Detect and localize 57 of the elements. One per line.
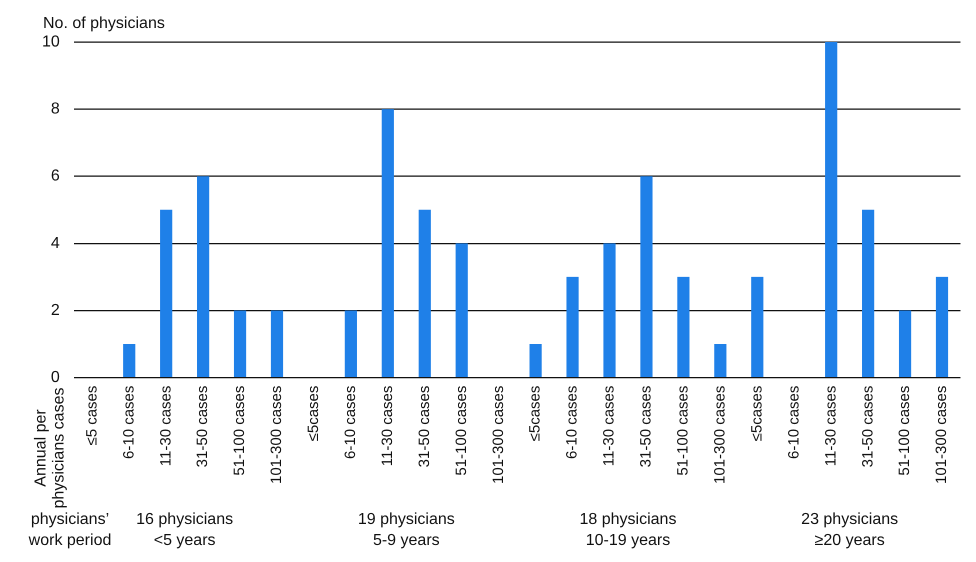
bar <box>197 176 210 377</box>
bar <box>603 243 616 377</box>
x-tick-label: 6-10 cases <box>120 386 138 459</box>
x-tick-label: 101-300 cases <box>933 386 950 484</box>
bar <box>825 42 838 377</box>
y-tick-label: 6 <box>50 168 60 185</box>
text: 18 physicians 10-19 years <box>579 511 676 549</box>
x-tick-label: 101-300 cases <box>490 386 507 484</box>
x-tick-label: 51-100 cases <box>231 386 248 476</box>
x-tick-label: 101-300 cases <box>268 386 286 484</box>
x-tick-label: 6-10 cases <box>342 386 360 459</box>
bar <box>234 310 246 377</box>
y-tick-label: 4 <box>50 234 60 252</box>
x-tick-label: 51-100 cases <box>896 386 914 476</box>
bar <box>566 276 579 377</box>
bar <box>751 276 764 377</box>
x-tick-label: 11-30 cases <box>378 386 396 466</box>
x-tick-label: 51-100 cases <box>452 386 470 476</box>
bar <box>270 310 284 377</box>
bar <box>862 210 874 377</box>
x-tick-label: 51-100 cases <box>674 386 692 476</box>
x-tick-label: ≤5cases <box>305 386 322 442</box>
text: 16 physicians <5 years <box>136 511 234 549</box>
text: 23 physicians ≥20 years <box>801 511 898 549</box>
bar <box>344 310 357 377</box>
x-tick-label: ≤5cases <box>748 386 766 442</box>
x-tick-label: 31-50 cases <box>859 386 876 468</box>
x-tick-label: 101-300 cases <box>711 386 728 484</box>
x-tick-label: 31-50 cases <box>638 386 655 468</box>
x-tick-label: 11-30 cases <box>157 386 174 466</box>
bar <box>418 210 431 377</box>
bar <box>936 276 948 377</box>
bar <box>898 310 912 377</box>
bar <box>714 344 726 377</box>
x-tick-label: 6-10 cases <box>785 386 802 459</box>
y-tick-label: 0 <box>50 369 60 386</box>
y-tick-label: 2 <box>50 302 60 319</box>
x-tick-label: 11-30 cases <box>822 386 840 466</box>
bar <box>160 210 172 377</box>
x-tick-label: ≤5 cases <box>83 386 100 446</box>
x-tick-label: 6-10 cases <box>564 386 581 459</box>
bar <box>640 176 653 377</box>
y-tick-label: 10 <box>42 33 60 50</box>
x-tick-label: 31-50 cases <box>416 386 433 468</box>
bar <box>382 109 394 377</box>
x-tick-label: 31-50 cases <box>194 386 212 468</box>
bar <box>677 276 690 377</box>
text: physicians’ work period <box>28 511 112 549</box>
text: Annual per physicians cases <box>32 388 68 508</box>
bar <box>123 344 136 377</box>
bar <box>456 243 468 377</box>
bar <box>530 344 542 377</box>
text: 19 physicians 5-9 years <box>358 511 455 549</box>
x-tick-label: 11-30 cases <box>600 386 618 466</box>
y-axis-title: No. of physicians <box>43 15 165 32</box>
x-tick-label: ≤5cases <box>526 386 544 442</box>
y-tick-label: 8 <box>50 100 60 118</box>
